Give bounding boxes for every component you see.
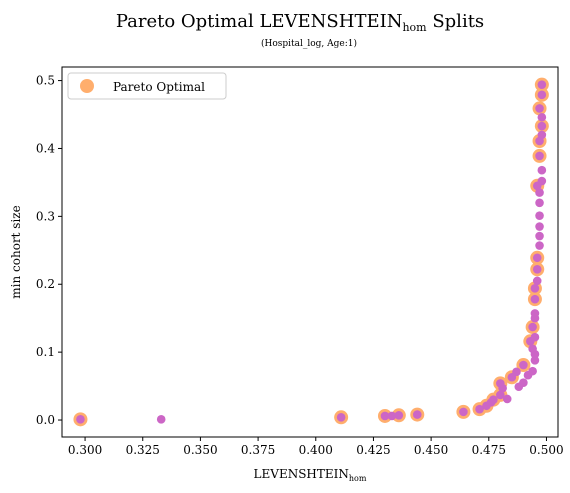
x-tick-label: 0.300 <box>68 443 102 457</box>
data-point <box>496 390 505 400</box>
legend-label: Pareto Optimal <box>113 80 205 94</box>
x-tick-label: 0.425 <box>356 443 390 457</box>
data-point <box>535 231 544 241</box>
data-point <box>496 379 505 388</box>
data-point <box>535 104 544 113</box>
data-point <box>387 411 397 421</box>
data-point <box>532 253 542 263</box>
data-point <box>412 410 422 419</box>
data-point <box>535 222 544 231</box>
chart-subtitle: (Hospital_log, Age:1) <box>261 38 357 49</box>
y-axis: 0.0 0.1 0.2 0.3 0.4 0.5 <box>36 74 62 427</box>
data-point <box>537 176 547 186</box>
data-point <box>535 188 544 197</box>
x-tick-label: 0.375 <box>241 443 275 457</box>
data-point <box>537 121 547 131</box>
data-point <box>530 309 540 318</box>
y-tick-label: 0.1 <box>36 345 55 359</box>
data-point <box>519 360 528 370</box>
data-point <box>502 394 512 404</box>
x-tick-label: 0.450 <box>414 443 448 457</box>
data-point <box>535 241 544 250</box>
plot-frame <box>61 66 559 438</box>
data-point <box>535 151 544 161</box>
data-point <box>537 90 547 100</box>
data-points <box>76 80 547 424</box>
y-tick-label: 0.5 <box>36 74 55 88</box>
data-point <box>336 413 346 422</box>
x-tick-label: 0.350 <box>183 443 217 457</box>
data-point <box>528 344 537 354</box>
data-point <box>512 367 521 377</box>
data-point <box>459 407 468 417</box>
data-point <box>537 165 547 175</box>
x-tick-label: 0.475 <box>472 443 506 457</box>
x-axis: 0.300 0.325 0.350 0.375 0.400 0.425 0.450 0.475… <box>68 437 564 457</box>
data-point <box>530 355 540 365</box>
data-point <box>156 415 166 424</box>
data-point <box>535 211 544 220</box>
data-point <box>394 410 404 420</box>
y-tick-label: 0.4 <box>36 141 55 155</box>
data-point <box>535 198 544 208</box>
data-point <box>537 80 547 89</box>
x-tick-label: 0.400 <box>299 443 333 457</box>
pareto-markers <box>73 77 549 427</box>
legend-marker <box>80 79 94 93</box>
data-point <box>537 112 547 122</box>
chart-title: Pareto Optimal LEVENSHTEINhom Splits <box>116 11 484 34</box>
data-point <box>532 265 542 274</box>
data-point <box>519 378 528 387</box>
data-point <box>528 366 537 376</box>
y-tick-label: 0.3 <box>36 209 55 223</box>
data-point <box>530 332 540 342</box>
data-point <box>532 276 542 286</box>
data-point <box>528 322 537 332</box>
data-point <box>537 130 547 140</box>
data-point <box>76 415 85 424</box>
data-point <box>380 411 390 421</box>
y-tick-label: 0.2 <box>36 277 55 291</box>
y-tick-label: 0.0 <box>36 413 55 427</box>
data-point <box>475 404 484 414</box>
x-tick-label: 0.500 <box>529 443 563 457</box>
x-tick-label: 0.325 <box>126 443 160 457</box>
x-axis-label: LEVENSHTEINhom <box>254 467 367 483</box>
data-point <box>530 294 540 304</box>
legend: Pareto Optimal <box>67 72 227 100</box>
legend-box <box>67 72 227 100</box>
y-axis-label: min cohort size <box>9 205 23 298</box>
data-point <box>489 395 498 404</box>
data-point <box>530 284 540 293</box>
